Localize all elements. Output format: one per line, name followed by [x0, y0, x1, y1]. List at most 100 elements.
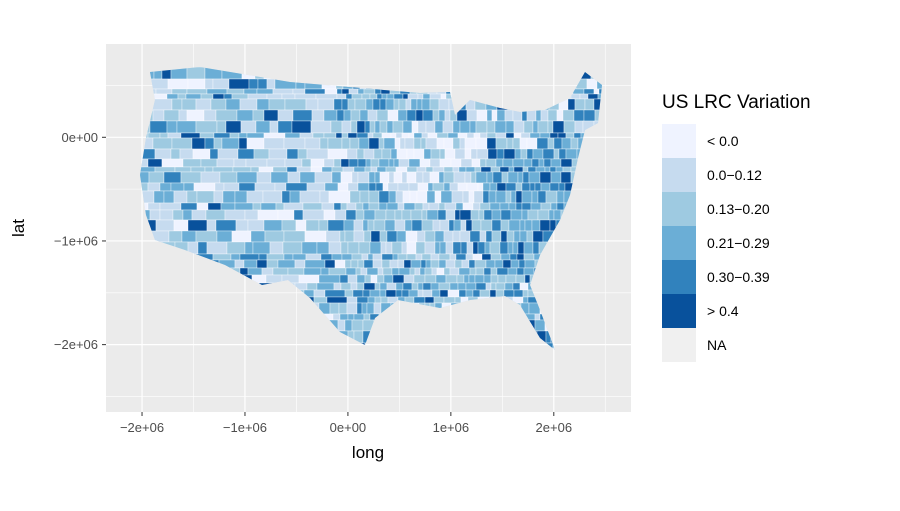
county-cell — [515, 274, 526, 284]
county-cell — [391, 267, 400, 276]
county-cell — [305, 98, 319, 111]
county-cell — [434, 120, 444, 134]
county-cell — [367, 253, 374, 261]
county-cell — [426, 190, 436, 204]
county-cell — [584, 98, 595, 111]
county-cell — [331, 166, 344, 173]
county-cell — [374, 282, 381, 291]
county-cell — [282, 241, 303, 255]
county-cell — [444, 202, 457, 211]
county-cell — [182, 209, 193, 221]
county-cell — [283, 202, 304, 211]
county-cell — [532, 120, 539, 134]
county-cell — [212, 253, 232, 261]
county-cell — [413, 137, 422, 150]
county-cell — [379, 282, 388, 291]
county-cell — [475, 282, 487, 291]
county-cell — [324, 289, 346, 298]
county-cell — [299, 132, 314, 139]
county-cell — [547, 120, 554, 134]
county-cell — [483, 274, 492, 284]
county-cell — [346, 302, 358, 315]
county-cell — [295, 219, 307, 232]
county-cell — [277, 209, 295, 221]
county-cell — [159, 182, 172, 192]
county-cell — [328, 190, 351, 204]
county-cell — [234, 202, 254, 211]
x-tick-label: −2e+06 — [120, 420, 164, 435]
county-cell — [347, 274, 358, 284]
county-cell — [510, 190, 517, 204]
county-cell — [269, 241, 284, 255]
county-cell — [429, 158, 441, 168]
county-cell — [427, 182, 434, 192]
county-cell — [216, 120, 227, 134]
county-cell — [562, 166, 572, 173]
county-cell — [540, 202, 552, 211]
county-cell — [444, 148, 456, 160]
county-cell — [327, 148, 348, 160]
county-cell — [302, 209, 325, 221]
county-cell — [336, 109, 345, 122]
county-cell — [363, 88, 376, 95]
county-cell — [471, 219, 482, 232]
county-cell — [454, 296, 462, 304]
county-cell — [171, 88, 188, 95]
county-cell — [403, 259, 412, 269]
county-cell — [370, 158, 380, 168]
county-cell — [451, 190, 464, 204]
county-cell — [456, 109, 468, 122]
county-cell — [379, 230, 388, 243]
county-cell — [393, 93, 404, 100]
county-cell — [257, 209, 279, 221]
county-cell — [261, 267, 274, 276]
county-cell — [351, 253, 363, 261]
county-cell — [486, 132, 497, 139]
county-cell — [344, 289, 354, 298]
county-cell — [340, 171, 353, 184]
county-cell — [340, 202, 348, 211]
county-cell — [429, 171, 440, 184]
county-cell — [558, 148, 567, 160]
county-cell — [238, 182, 256, 192]
county-cell — [512, 158, 525, 168]
county-cell — [474, 274, 485, 284]
county-cell — [402, 93, 409, 100]
county-cell — [421, 98, 431, 111]
county-cell — [560, 171, 572, 184]
county-cell — [420, 259, 427, 269]
county-cell — [452, 166, 460, 173]
legend-label: 0.30−0.39 — [707, 269, 770, 285]
legend-color-key — [662, 260, 696, 294]
county-cell — [347, 182, 359, 192]
county-cell — [516, 253, 525, 261]
county-cell — [395, 282, 404, 291]
county-cell — [445, 209, 456, 221]
county-cell — [346, 202, 357, 211]
county-cell — [361, 302, 368, 315]
county-cell — [327, 137, 343, 150]
county-cell — [508, 166, 515, 173]
county-cell — [379, 120, 388, 134]
county-cell — [284, 132, 301, 139]
county-cell — [331, 253, 343, 261]
county-cell — [283, 230, 306, 243]
county-cell — [485, 282, 492, 291]
county-cell — [519, 137, 528, 150]
county-cell — [422, 109, 434, 122]
county-cell — [495, 190, 507, 204]
county-cell — [437, 209, 447, 221]
county-cell — [363, 230, 372, 243]
county-cell — [318, 274, 341, 284]
county-cell — [522, 166, 529, 173]
county-cell — [495, 289, 505, 298]
county-cell — [210, 98, 227, 111]
county-cell — [397, 202, 405, 211]
county-cell — [383, 274, 394, 284]
county-cell — [430, 282, 440, 291]
county-cell — [186, 109, 205, 122]
county-cell — [500, 253, 511, 261]
county-cell — [417, 93, 424, 100]
county-cell — [422, 282, 432, 291]
county-cell — [380, 241, 387, 255]
